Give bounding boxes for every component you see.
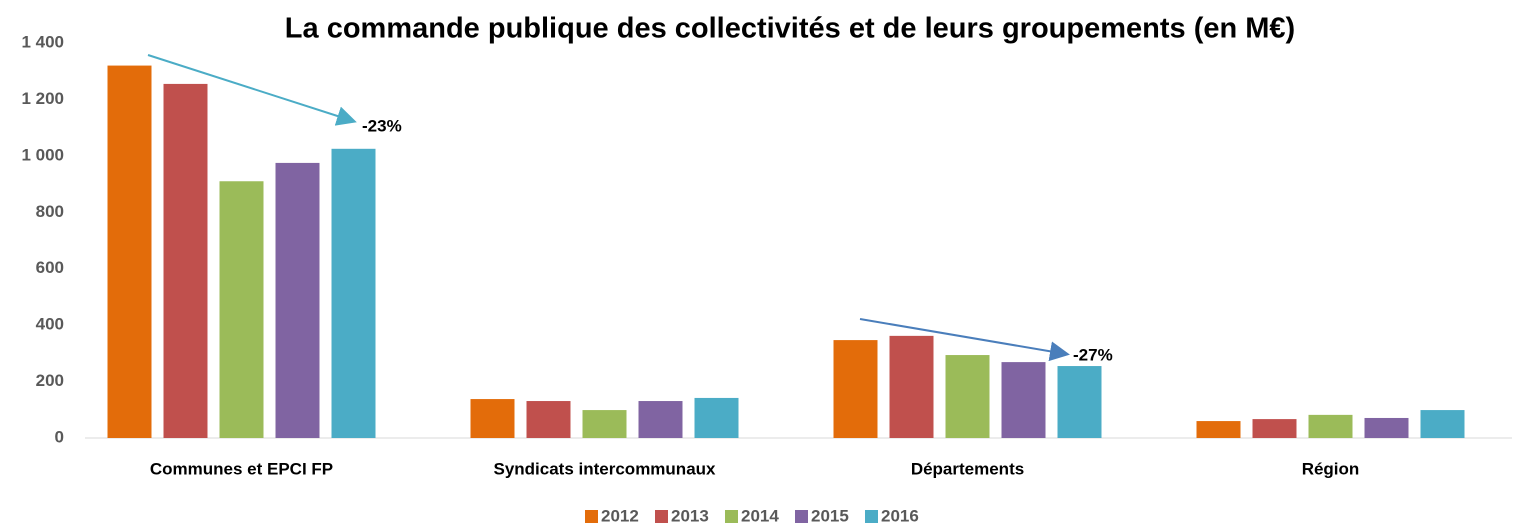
- y-tick-label: 1 400: [21, 32, 64, 51]
- x-tick-label: Communes et EPCI FP: [150, 459, 333, 478]
- y-tick-label: 0: [55, 427, 64, 446]
- legend-label: 2013: [671, 506, 709, 524]
- chart-title: La commande publique des collectivités e…: [285, 13, 1295, 45]
- bar: [107, 65, 152, 439]
- annotation: -23%: [362, 116, 402, 135]
- bar: [833, 340, 878, 438]
- bar: [1252, 419, 1297, 438]
- x-tick-label: Départements: [911, 459, 1024, 478]
- y-tick-label: 800: [36, 202, 64, 221]
- bar: [1057, 366, 1102, 438]
- legend-swatch: [725, 510, 738, 523]
- bar: [889, 335, 934, 438]
- legend-label: 2015: [811, 506, 849, 524]
- bar: [1308, 414, 1353, 438]
- y-tick-label: 1 000: [21, 145, 64, 164]
- bar: [582, 410, 627, 438]
- legend-swatch: [585, 510, 598, 523]
- bar: [219, 181, 264, 438]
- bar: [526, 401, 571, 438]
- trend-arrow: [859, 318, 1070, 362]
- bar: [275, 162, 320, 439]
- y-tick-label: 400: [36, 315, 64, 334]
- legend-swatch: [795, 510, 808, 523]
- y-tick-label: 200: [36, 371, 64, 390]
- legend-swatch: [655, 510, 668, 523]
- legend-label: 2014: [741, 506, 779, 524]
- y-tick-label: 1 200: [21, 89, 64, 108]
- legend-label: 2012: [601, 506, 639, 524]
- bar: [1420, 410, 1465, 438]
- legend-swatch: [865, 510, 878, 523]
- x-tick-label: Région: [1302, 459, 1360, 478]
- bar: [331, 148, 376, 438]
- y-tick-label: 600: [36, 258, 64, 277]
- bar: [694, 397, 739, 438]
- bar: [1364, 417, 1409, 438]
- bar: [1001, 362, 1046, 438]
- bar: [470, 399, 515, 438]
- bar: [163, 83, 208, 439]
- x-tick-label: Syndicats intercommunaux: [493, 459, 716, 478]
- bar: [638, 401, 683, 438]
- bar: [945, 355, 990, 438]
- legend-label: 2016: [881, 506, 919, 524]
- bar: [1196, 421, 1241, 438]
- trend-arrow: [147, 54, 357, 126]
- annotation: -27%: [1073, 345, 1113, 364]
